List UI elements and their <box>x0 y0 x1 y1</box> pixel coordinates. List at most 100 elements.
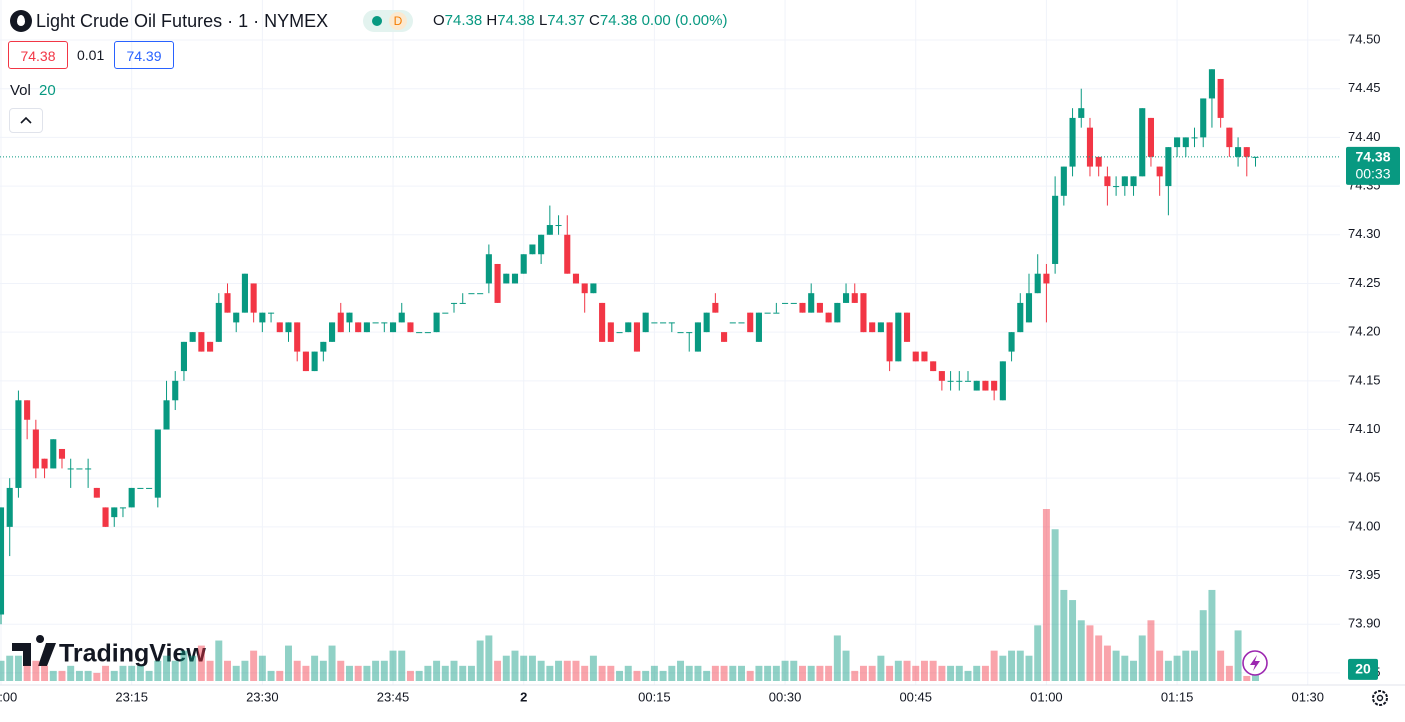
candle-body <box>1008 332 1015 352</box>
x-tick-label: 00:30 <box>769 689 802 704</box>
y-tick-label: 73.95 <box>1348 567 1381 582</box>
candle-body <box>782 302 789 304</box>
price-badge-value: 74.38 <box>1355 149 1390 165</box>
volume-bar <box>232 665 240 681</box>
volume-bar <box>903 660 911 681</box>
candle-body <box>328 322 336 342</box>
volume-bar <box>642 670 650 681</box>
volume-bar <box>859 665 867 681</box>
candle-body <box>198 332 205 352</box>
candle-body <box>1208 69 1215 99</box>
volume-bar <box>1130 660 1138 681</box>
volume-bar <box>1060 589 1068 681</box>
candle-body <box>581 283 588 294</box>
volume-bar <box>476 640 484 681</box>
volume-bar <box>1243 675 1251 681</box>
candle-body <box>180 341 187 372</box>
candle-body <box>111 507 118 518</box>
volume-bar <box>694 665 702 681</box>
candle-body <box>363 322 370 333</box>
candle-body <box>450 302 458 304</box>
candle-body <box>607 322 614 342</box>
collapse-button[interactable] <box>9 108 43 133</box>
symbol-logo <box>10 10 32 32</box>
candle-body <box>869 322 876 333</box>
candle-body <box>590 283 597 294</box>
status-pill[interactable]: D <box>363 10 413 32</box>
volume-bar <box>720 665 728 681</box>
volume-bar <box>886 665 894 681</box>
volume-bar <box>93 672 101 681</box>
volume-bar <box>738 665 745 681</box>
volume-bar <box>502 655 510 681</box>
x-tick-label: 23:45 <box>377 689 410 704</box>
y-tick-label: 74.20 <box>1348 324 1381 339</box>
volume-bar <box>1095 635 1103 681</box>
candle-body <box>1017 302 1024 333</box>
candle-body <box>494 263 501 303</box>
ask-button[interactable]: 74.39 <box>114 41 174 69</box>
lightning-button[interactable] <box>1242 650 1268 676</box>
volume-bar <box>293 660 301 681</box>
candle-body <box>712 302 719 313</box>
volume-bar <box>224 660 231 681</box>
volume-label: Vol <box>10 82 31 99</box>
volume-bar <box>1252 670 1259 681</box>
volume-value: 20 <box>39 82 56 99</box>
close-value: 74.38 <box>599 12 638 29</box>
volume-bar <box>206 660 214 681</box>
candle-body <box>76 468 83 470</box>
volume-bar <box>816 665 824 681</box>
volume-bar <box>1199 610 1207 681</box>
candle-body <box>790 302 797 304</box>
candle-body <box>207 341 214 352</box>
candle-body <box>738 322 745 324</box>
settings-button[interactable] <box>1372 690 1388 706</box>
candle-body <box>1174 137 1181 148</box>
volume-bar <box>563 660 571 681</box>
candle-body <box>834 302 841 323</box>
y-tick-label: 74.05 <box>1348 470 1381 485</box>
high-label: H <box>486 12 498 29</box>
x-tick-label: 23:15 <box>115 689 148 704</box>
candle-body <box>991 380 998 391</box>
low-label: L <box>538 12 548 29</box>
volume-bar <box>798 665 806 681</box>
candle-body <box>686 332 693 334</box>
volume-bar <box>1138 635 1146 681</box>
candle-body <box>982 380 989 391</box>
candle-body <box>677 332 684 334</box>
volume-bar <box>415 670 423 681</box>
volume-bar <box>790 660 798 681</box>
volume-bar <box>1051 529 1059 681</box>
volume-badge-value: 20 <box>1355 661 1371 677</box>
candle-body <box>529 244 536 255</box>
x-tick-label: 23:30 <box>246 689 279 704</box>
y-tick-label: 74.45 <box>1348 80 1381 95</box>
candle-body <box>1086 127 1094 167</box>
volume-bar <box>581 665 589 681</box>
candle-body <box>320 341 327 352</box>
y-tick-label: 74.40 <box>1348 129 1381 144</box>
candle-body <box>224 293 231 313</box>
candle-body <box>407 322 414 333</box>
volume-bar <box>102 665 110 681</box>
change-value: 0.00 (0.00%) <box>641 12 728 29</box>
volume-bar <box>877 655 885 681</box>
symbol-title[interactable]: Light Crude Oil Futures · 1 · NYMEX <box>36 11 329 31</box>
volume-bar <box>250 650 258 681</box>
candle-body <box>1104 176 1111 187</box>
candle-body <box>424 332 431 334</box>
y-tick-label: 74.10 <box>1348 421 1381 436</box>
volume-bar <box>755 665 763 681</box>
volume-bar <box>441 665 449 681</box>
volume-bar <box>163 655 171 681</box>
candle-body <box>1095 156 1102 167</box>
volume-bar <box>781 660 789 681</box>
volume-bar <box>990 650 998 681</box>
candle-body <box>1147 117 1155 157</box>
bid-button[interactable]: 74.38 <box>8 41 68 69</box>
candle-body <box>616 332 623 334</box>
candle-body <box>1200 98 1207 138</box>
